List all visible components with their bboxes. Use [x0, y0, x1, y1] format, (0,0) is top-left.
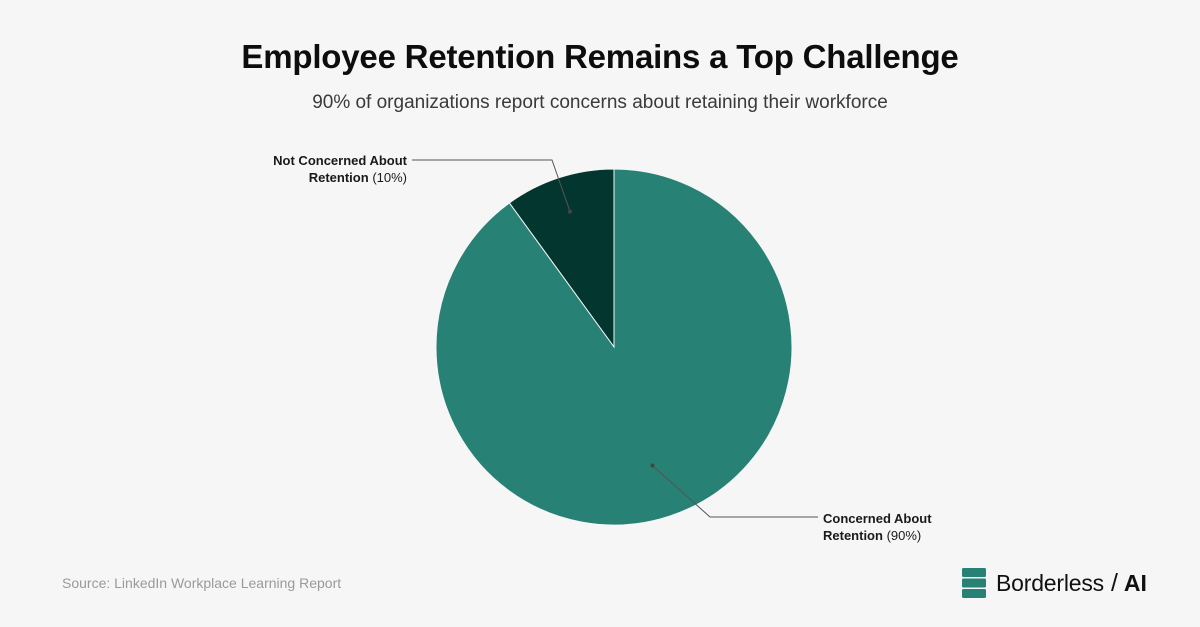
pie-slice [508, 168, 615, 349]
slice-label-name: Retention [308, 170, 369, 185]
slice-label-percent: (10%) [372, 170, 407, 185]
source-note: Source: LinkedIn Workplace Learning Repo… [62, 575, 342, 591]
slice-label-name: Retention [823, 528, 883, 543]
brand-separator: / [1110, 568, 1118, 597]
pie-slice [435, 168, 793, 526]
borderless-logo-icon [962, 568, 986, 598]
slice-label-not-concerned: Not Concerned About Retention (10%) [230, 152, 407, 186]
slice-label-name: Not Concerned About [273, 153, 407, 168]
leader-line [652, 465, 818, 518]
leader-dot [568, 209, 572, 214]
slice-label-percent: (90%) [886, 528, 922, 543]
leader-dot [650, 463, 655, 468]
leader-line [412, 159, 571, 212]
brand-name: Borderless [996, 569, 1104, 596]
brand-suffix: AI [1123, 569, 1147, 596]
slice-label-name: Concerned About [823, 511, 932, 526]
chart-subtitle: 90% of organizations report concerns abo… [312, 92, 888, 113]
brand-logo: Borderless / AI [962, 566, 1147, 600]
chart-title: Employee Retention Remains a Top Challen… [241, 38, 959, 75]
slice-label-concerned: Concerned About Retention (90%) [823, 510, 963, 544]
